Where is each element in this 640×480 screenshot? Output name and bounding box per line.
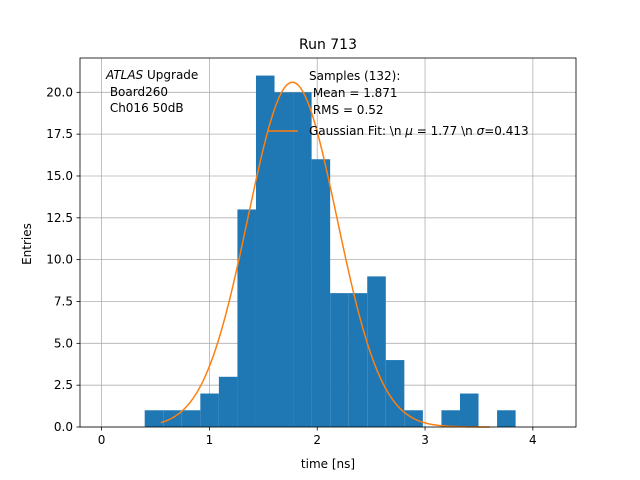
x-tick-label: 2 [313,433,321,447]
y-tick-label: 7.5 [54,294,73,308]
y-tick-label: 17.5 [46,127,73,141]
x-axis-label: time [ns] [301,457,355,471]
legend-fit-sigma-symbol: σ [477,124,485,138]
chart-title: Run 713 [299,37,357,53]
atlas-annotation-line-2: Board260 [106,85,168,99]
y-tick-label: 5.0 [54,336,73,350]
atlas-annotation-line-3: Ch016 50dB [106,101,184,115]
y-tick-label: 15.0 [46,169,73,183]
histogram-bar [255,75,275,428]
legend-fit-text-c: =0.413 [484,124,528,138]
histogram-bar [459,393,479,427]
y-tick-label: 10.0 [46,253,73,267]
histogram-bar [293,92,312,427]
x-tick-label: 0 [98,433,106,447]
y-tick-label: 2.5 [54,378,73,392]
histogram-bars [144,75,516,428]
histogram-bar [385,360,405,427]
histogram-bar [274,92,294,427]
x-tick-label: 4 [529,433,537,447]
histogram-bar [441,410,460,427]
legend: Samples (132): Mean = 1.871 RMS = 0.52 G… [268,69,529,138]
histogram-bar [330,293,349,427]
legend-samples-line-3: RMS = 0.52 [309,103,384,117]
histogram-bar [144,410,164,427]
x-tick-label: 3 [421,433,429,447]
histogram-bar [367,276,386,427]
x-tick-label: 1 [206,433,214,447]
y-tick-label: 0.0 [54,420,73,434]
histogram-bar [497,410,516,427]
histogram-bar [200,393,219,427]
legend-fit-text-a: Gaussian Fit: \n [309,124,405,138]
legend-samples-line-1: Samples (132): [309,69,400,83]
atlas-annotation-rest: Upgrade [143,68,198,82]
atlas-annotation-italic: ATLAS [105,68,144,82]
axes-frame [79,57,577,428]
axis-ticks: 0 1 2 3 4 0.0 2.5 5.0 7.5 10.0 12.5 15.0 17.5 20.0 [46,85,536,447]
legend-fit-text-b: = 1.77 \n [413,124,477,138]
y-axis-label: Entries [20,223,34,265]
y-tick-label: 20.0 [46,85,73,99]
y-tick-label: 12.5 [46,211,73,225]
histogram-bar [218,376,238,427]
gaussian-fit-curve [160,81,490,428]
atlas-annotation-line-1: ATLAS Upgrade [105,68,198,82]
histogram-bar [181,410,201,427]
legend-samples-line-2: Mean = 1.871 [309,86,398,100]
histogram-bar [311,159,331,427]
legend-fit-mu-symbol: μ [404,124,413,138]
legend-fit-label: Gaussian Fit: \n μ = 1.77 \n σ=0.413 [309,124,529,138]
histogram-bar [237,209,256,427]
